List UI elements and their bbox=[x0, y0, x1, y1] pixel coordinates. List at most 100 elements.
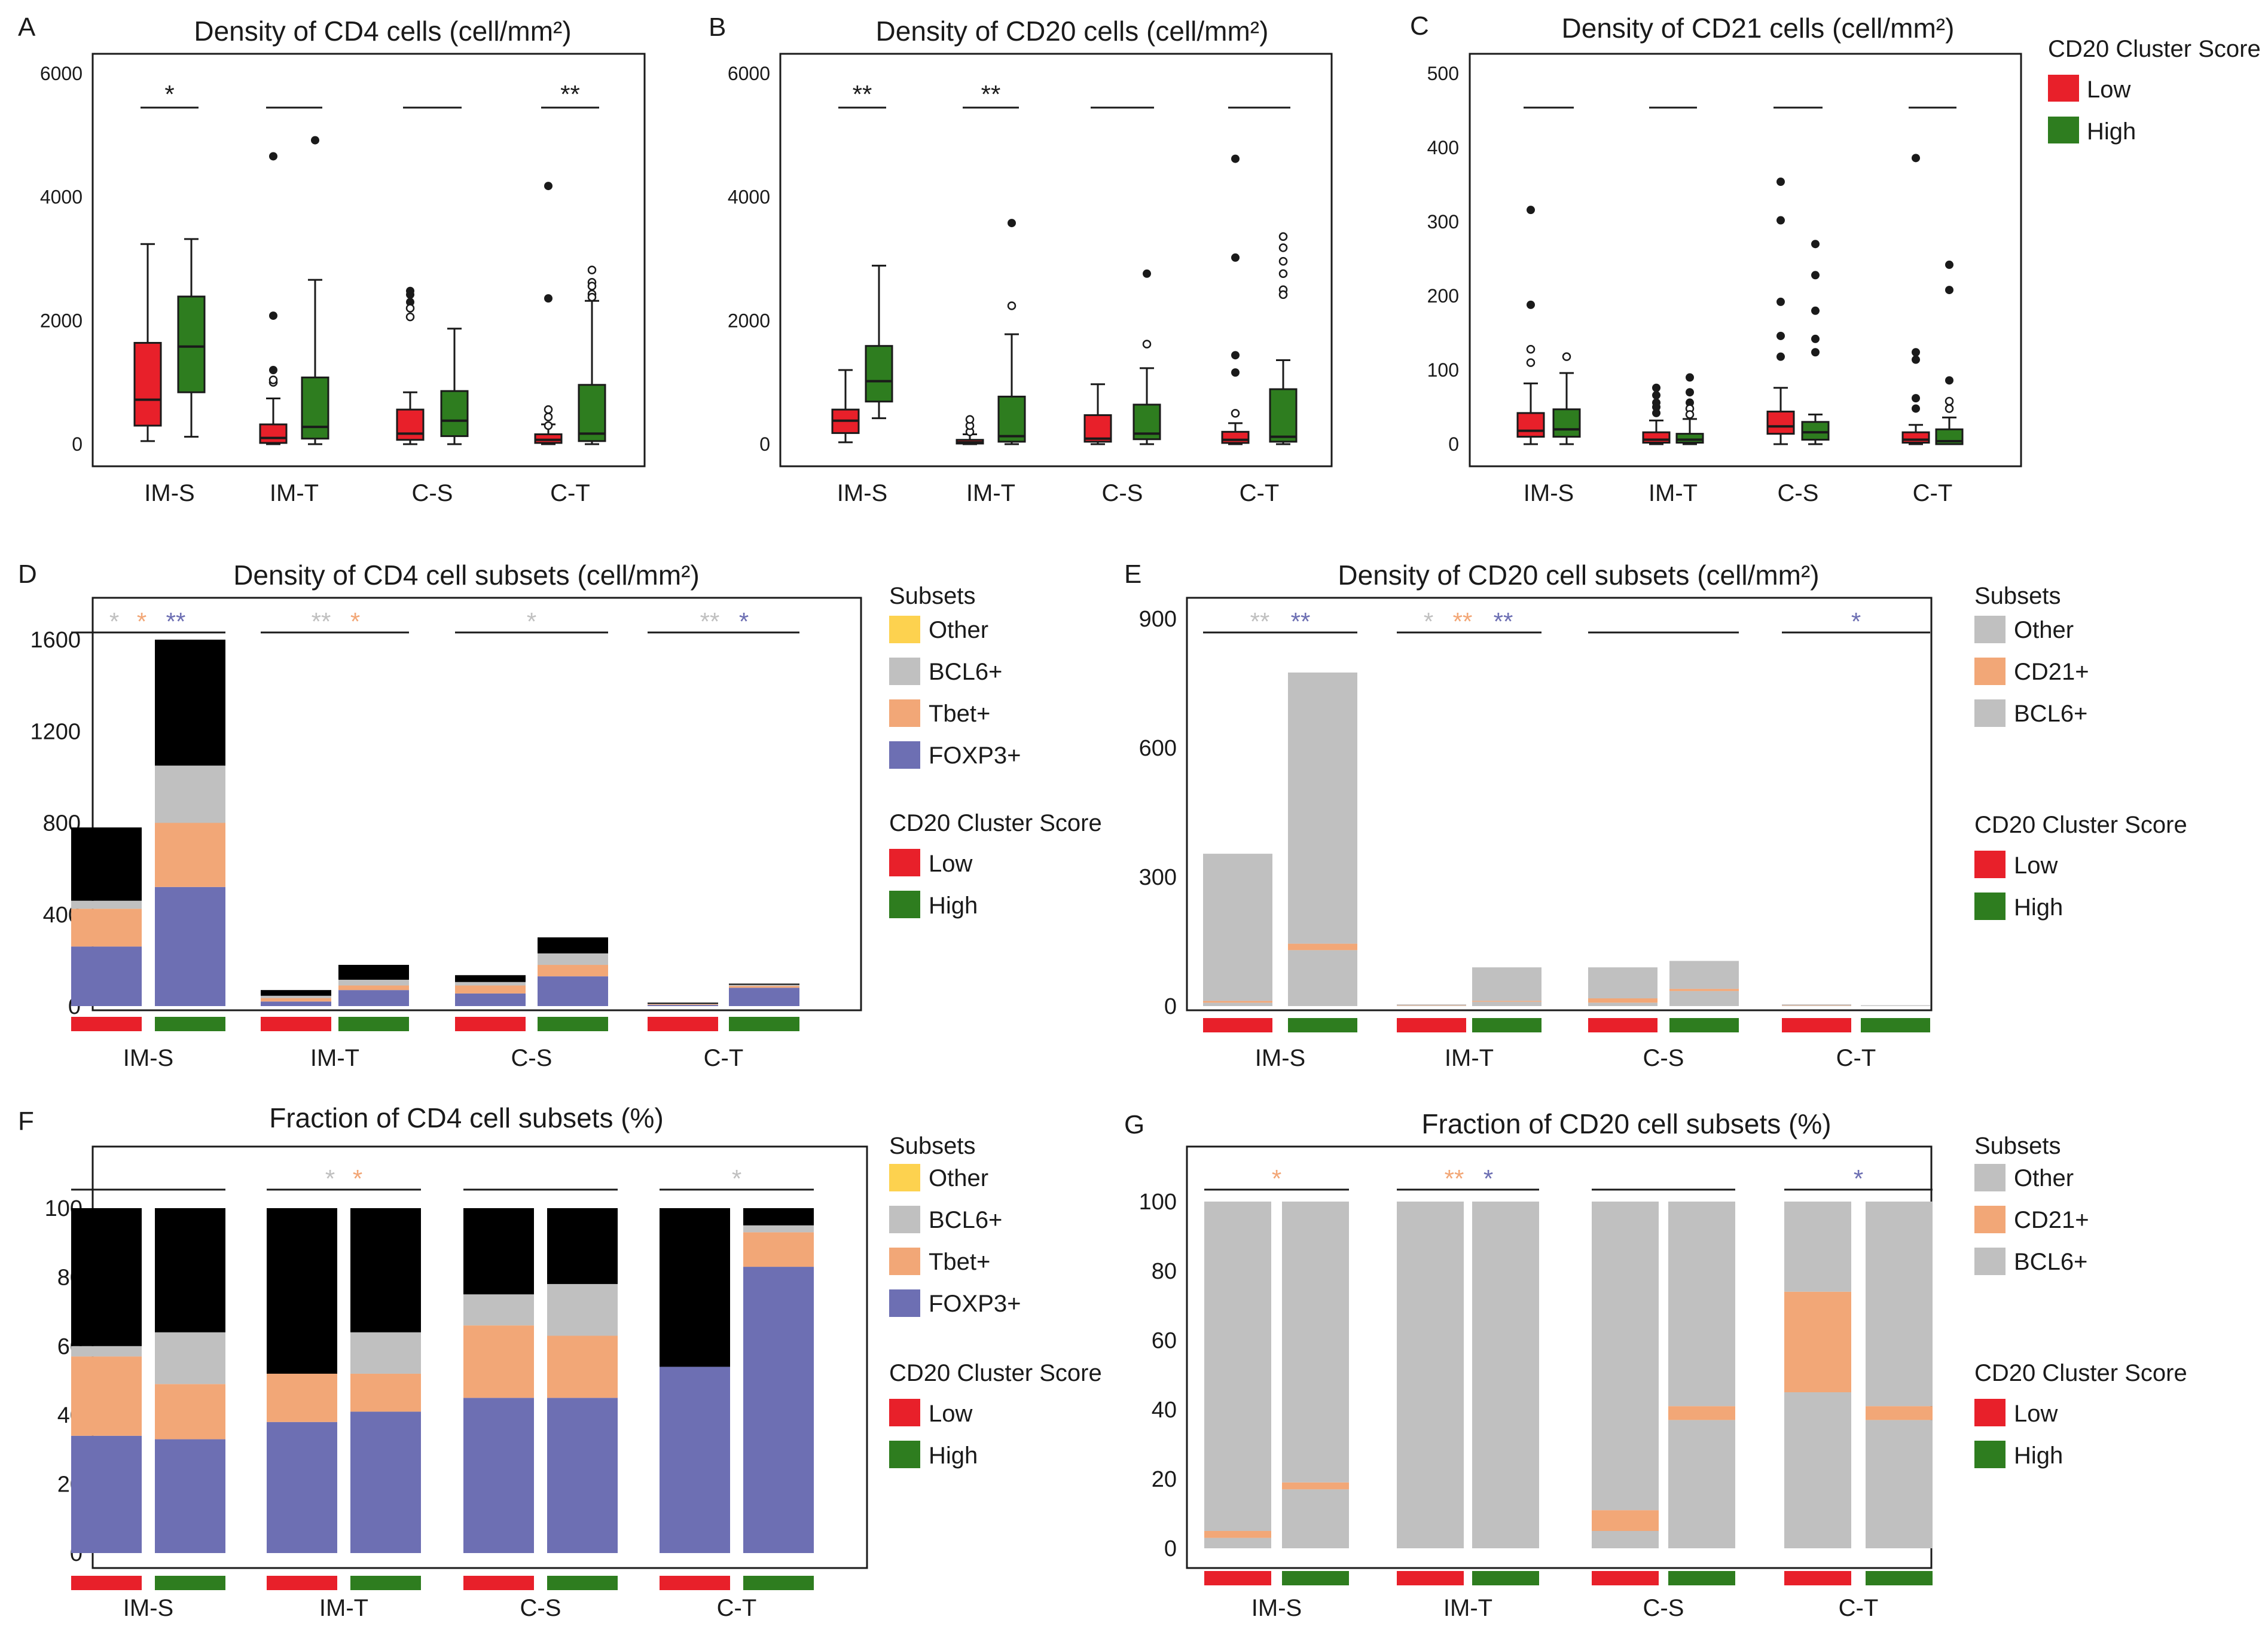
legend-swatch-low bbox=[2048, 75, 2079, 102]
bar-segment-foxp3pos bbox=[350, 1411, 421, 1553]
category-label: IM-S bbox=[837, 480, 887, 506]
bar-segment-other bbox=[1203, 854, 1272, 1001]
y-tick-label: 0 bbox=[72, 433, 83, 455]
panel-label: C bbox=[1410, 11, 1429, 41]
legend-swatch bbox=[889, 1248, 920, 1275]
bar-segment-cd21pos bbox=[1282, 1482, 1349, 1490]
outlier-point bbox=[1527, 300, 1535, 309]
bar-segment-other bbox=[1668, 1202, 1735, 1407]
outlier-point bbox=[1811, 240, 1820, 249]
significance-star: * bbox=[325, 1165, 335, 1193]
bar-segment-other bbox=[660, 1208, 730, 1367]
bar-IM-T-low bbox=[267, 1208, 337, 1553]
bar-segment-tbetpos bbox=[71, 909, 142, 947]
bar-segment-other bbox=[455, 975, 526, 982]
category-label: IM-T bbox=[1649, 480, 1698, 506]
bar-segment-bcl6pos bbox=[261, 995, 331, 998]
group-marker-low bbox=[261, 1017, 331, 1031]
box-iqr bbox=[301, 376, 329, 440]
bar-segment-foxp3pos bbox=[338, 990, 409, 1006]
group-marker-low bbox=[267, 1576, 337, 1590]
bar-IM-S-high bbox=[1282, 1202, 1349, 1548]
legend-label: BCL6+ bbox=[2014, 701, 2087, 727]
box-iqr bbox=[396, 408, 425, 441]
y-tick-label: 300 bbox=[1139, 865, 1177, 890]
box-iqr bbox=[865, 345, 893, 403]
category-label: IM-S bbox=[1524, 480, 1574, 506]
bar-segment-other bbox=[1282, 1202, 1349, 1483]
bar-segment-other bbox=[743, 1208, 814, 1225]
bar-segment-other bbox=[1669, 961, 1739, 989]
significance-star: ** bbox=[1291, 607, 1311, 635]
category-label: IM-T bbox=[310, 1045, 359, 1071]
panel-label: E bbox=[1124, 560, 1141, 589]
outlier-point bbox=[1912, 394, 1920, 403]
box-IM-T-Low bbox=[1642, 383, 1671, 445]
legend-swatch-high bbox=[1974, 1441, 2006, 1468]
outlier-point bbox=[1776, 178, 1785, 187]
category-label: C-T bbox=[704, 1045, 744, 1071]
y-tick-label: 500 bbox=[1427, 63, 1459, 84]
outlier-point bbox=[1652, 383, 1660, 392]
bar-segment-other bbox=[1588, 967, 1657, 999]
category-label: C-S bbox=[412, 480, 453, 506]
bar-segment-other bbox=[1784, 1202, 1851, 1292]
bar-segment-other bbox=[1782, 1004, 1851, 1005]
significance-star: * bbox=[137, 607, 146, 635]
bar-segment-other bbox=[71, 1208, 142, 1346]
bar-segment-foxp3pos bbox=[463, 1398, 534, 1553]
bar-segment-tbetpos bbox=[463, 1325, 534, 1398]
outlier-point bbox=[1945, 286, 1953, 295]
group-marker-low bbox=[1397, 1018, 1466, 1032]
significance-star: * bbox=[1483, 1165, 1493, 1193]
box-IM-T-High bbox=[1675, 373, 1704, 445]
y-tick-label: 1200 bbox=[30, 719, 81, 744]
bar-C-S-high bbox=[1668, 1202, 1735, 1548]
outlier-point bbox=[1231, 368, 1240, 377]
legend-label-low: Low bbox=[929, 1401, 972, 1427]
panel-A: A Density of CD4 cells (cell/mm²) 0 2000 400… bbox=[18, 13, 646, 506]
outlier-point-open bbox=[1278, 290, 1288, 299]
outlier-point bbox=[269, 366, 277, 374]
bar-IM-T-high bbox=[1472, 967, 1541, 1006]
legend-label-high: High bbox=[2014, 894, 2063, 921]
outlier-point-open bbox=[1278, 256, 1288, 266]
legend-swatch bbox=[889, 1164, 920, 1191]
panel-label: A bbox=[18, 13, 36, 42]
panel-label: G bbox=[1124, 1110, 1144, 1139]
group-marker-high bbox=[538, 1017, 608, 1031]
panel-C: C Density of CD21 cells (cell/mm²) 0 100 200… bbox=[1410, 11, 2022, 506]
bar-C-S-low bbox=[455, 975, 526, 1006]
outlier-point bbox=[1912, 348, 1920, 357]
outlier-point-open bbox=[1278, 232, 1288, 242]
bar-segment-foxp3pos bbox=[261, 1001, 331, 1006]
box-iqr bbox=[259, 423, 288, 444]
significance-star: * bbox=[1854, 1165, 1863, 1193]
category-label: IM-S bbox=[1255, 1045, 1305, 1071]
panel-label: B bbox=[709, 13, 726, 42]
box-iqr bbox=[177, 295, 206, 393]
legend-label: Other bbox=[2014, 1165, 2074, 1191]
box-iqr bbox=[1766, 410, 1795, 435]
box-IM-T-Low bbox=[956, 415, 984, 445]
legend-title: CD20 Cluster Score bbox=[1974, 1360, 2187, 1386]
category-label: IM-T bbox=[270, 480, 319, 506]
bar-segment-other bbox=[71, 827, 142, 901]
group-marker-high bbox=[155, 1017, 225, 1031]
legend-swatch-low bbox=[889, 1399, 920, 1426]
outlier-point-open bbox=[1526, 345, 1536, 354]
bar-segment-other bbox=[1472, 1202, 1539, 1514]
legend-title: CD20 Cluster Score bbox=[2048, 36, 2261, 62]
legend-label: BCL6+ bbox=[929, 1207, 1002, 1233]
bar-IM-T-high bbox=[338, 965, 409, 1006]
group-marker-low bbox=[660, 1576, 730, 1590]
bar-segment-bcl6pos bbox=[1588, 1003, 1657, 1006]
bar-segment-bcl6pos bbox=[71, 1346, 142, 1357]
outlier-point bbox=[1652, 391, 1660, 400]
panel-B: B Density of CD20 cells (cell/mm²) 0 2000 40… bbox=[709, 13, 1333, 506]
significance-star: * bbox=[109, 607, 119, 635]
legend-swatch bbox=[889, 1289, 920, 1317]
bar-segment-bcl6pos bbox=[1784, 1392, 1851, 1548]
outlier-point bbox=[311, 136, 319, 145]
outlier-point bbox=[1912, 355, 1920, 364]
